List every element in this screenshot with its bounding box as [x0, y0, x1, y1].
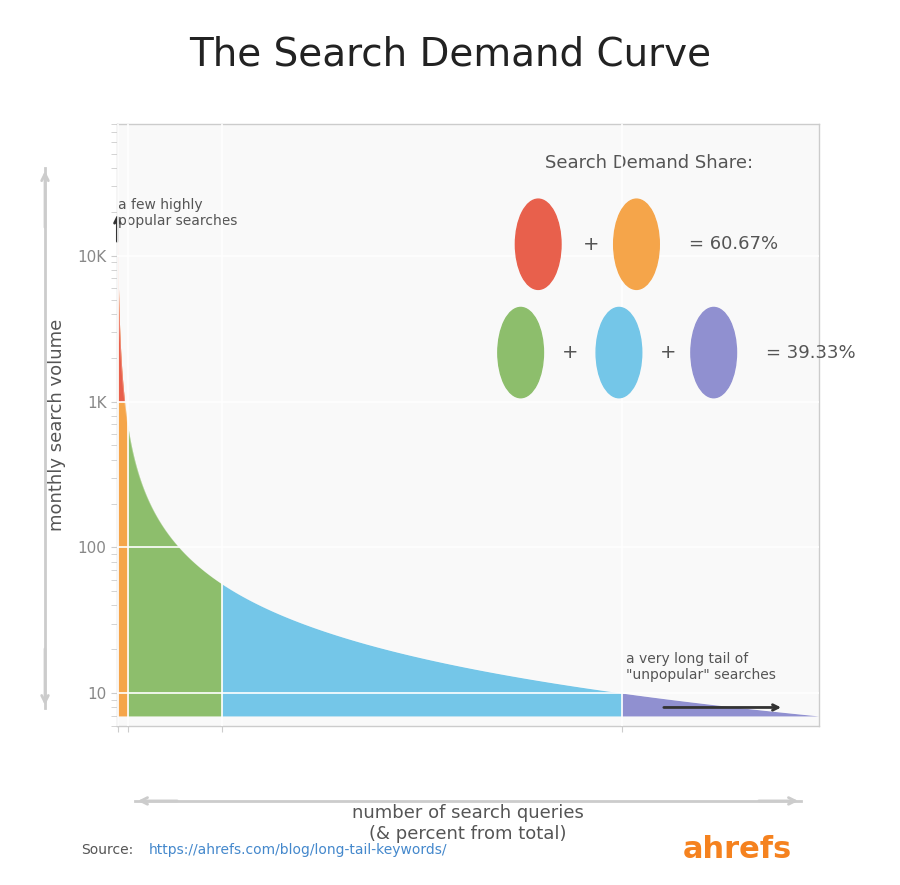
Text: ahrefs: ahrefs	[683, 835, 792, 864]
Text: = 60.67%: = 60.67%	[689, 235, 778, 253]
Ellipse shape	[498, 307, 544, 397]
Text: Search Demand Share:: Search Demand Share:	[545, 154, 753, 172]
Ellipse shape	[596, 307, 642, 397]
Text: = 39.33%: = 39.33%	[767, 343, 856, 362]
Text: +: +	[660, 343, 676, 362]
Ellipse shape	[614, 199, 660, 289]
Text: Source:: Source:	[81, 843, 133, 857]
Text: a few highly
popular searches: a few highly popular searches	[118, 197, 238, 227]
Text: https://ahrefs.com/blog/long-tail-keywords/: https://ahrefs.com/blog/long-tail-keywor…	[148, 843, 447, 857]
Text: a very long tail of
"unpopular" searches: a very long tail of "unpopular" searches	[626, 651, 776, 681]
Y-axis label: monthly search volume: monthly search volume	[49, 319, 67, 531]
Ellipse shape	[691, 307, 736, 397]
Text: The Search Demand Curve: The Search Demand Curve	[189, 35, 711, 73]
Text: number of search queries
(& percent from total): number of search queries (& percent from…	[352, 804, 584, 843]
Ellipse shape	[516, 199, 561, 289]
Text: +: +	[562, 343, 578, 362]
Text: +: +	[582, 235, 599, 254]
